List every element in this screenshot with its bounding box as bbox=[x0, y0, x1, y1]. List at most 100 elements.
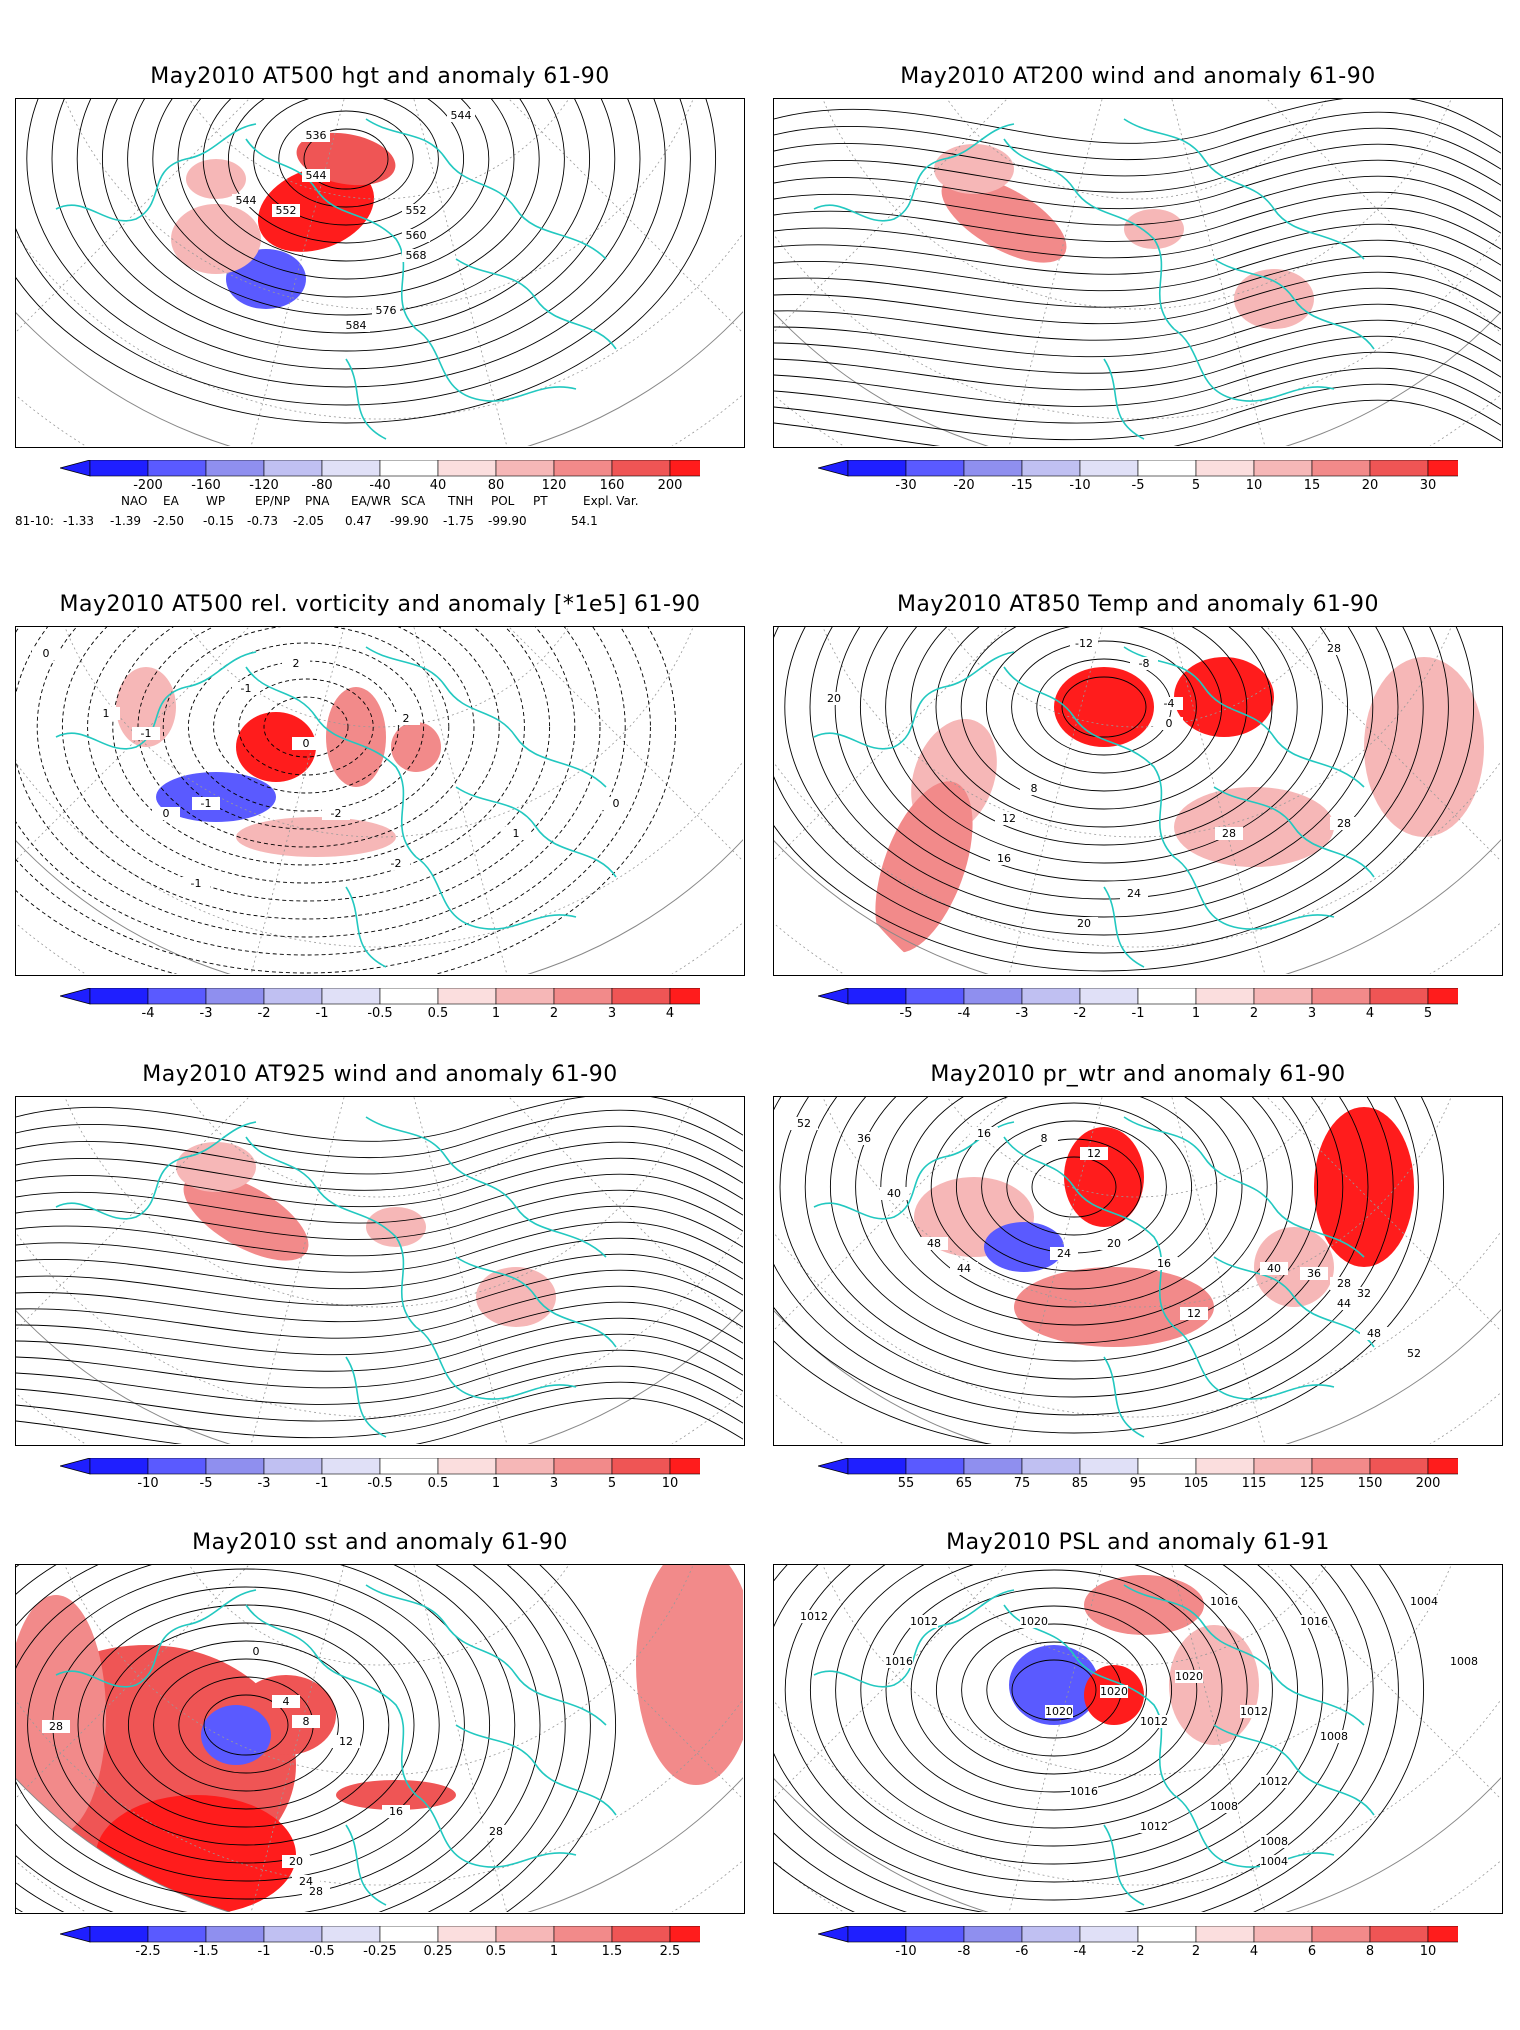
streamline bbox=[16, 1397, 743, 1444]
colorbar-tick-label: 5 bbox=[607, 1476, 617, 1491]
latitude-circle bbox=[16, 1698, 743, 1886]
colorbar-tick-label: 0.5 bbox=[485, 1944, 507, 1959]
coastline bbox=[813, 123, 1015, 222]
contour-line bbox=[1011, 640, 1197, 774]
colorbar-bin bbox=[963, 460, 1023, 477]
contour-label: 1004 bbox=[1410, 1595, 1438, 1608]
contour-label-bg bbox=[322, 807, 350, 820]
colorbar-bin bbox=[1195, 1926, 1255, 1943]
colorbar-bin bbox=[1079, 460, 1139, 477]
colorbar-bin bbox=[147, 988, 207, 1005]
index-value: -2.05 bbox=[293, 514, 325, 528]
colorbar-tick-label: 65 bbox=[955, 1476, 973, 1491]
colorbar-bin bbox=[1369, 1458, 1429, 1475]
contour-line bbox=[112, 627, 500, 866]
contour-label-bg bbox=[332, 1735, 360, 1748]
index-value: -0.73 bbox=[247, 514, 279, 528]
contour-label: 8 bbox=[1041, 1132, 1048, 1145]
colorbar-tick-label: -120 bbox=[249, 478, 279, 493]
contour-label: 20 bbox=[1077, 917, 1091, 930]
colorbar-bin bbox=[1311, 988, 1371, 1005]
contour-line bbox=[774, 1097, 1419, 1434]
contour-label: -2 bbox=[331, 807, 342, 820]
colorbar: -2.5 -1.5 -1 -0.5 -0.25 0.25 0.5 1 1.5 2.5 bbox=[60, 1926, 700, 1972]
contour-label: 0 bbox=[163, 807, 170, 820]
contour-label: 0 bbox=[613, 797, 620, 810]
colorbar-tick-label: 6 bbox=[1307, 1944, 1317, 1959]
colorbar-tick-label: -0.5 bbox=[367, 1476, 393, 1491]
colorbar-bin bbox=[1137, 988, 1197, 1005]
contour-label-bg bbox=[1175, 1670, 1203, 1683]
contour-line bbox=[16, 99, 716, 424]
colorbar-tick-label: -8 bbox=[957, 1944, 971, 1959]
anomaly-shade bbox=[984, 1222, 1064, 1272]
colorbar-tick-label: -10 bbox=[1069, 478, 1091, 493]
colorbar-tick-label: 115 bbox=[1241, 1476, 1267, 1491]
coastline bbox=[1213, 258, 1375, 350]
colorbar-tick-label: 80 bbox=[487, 478, 505, 493]
colorbar-bin bbox=[1137, 1458, 1197, 1475]
colorbar-tick-label: -160 bbox=[191, 478, 221, 493]
contour-line bbox=[16, 1565, 541, 1912]
coastline bbox=[365, 1116, 607, 1258]
streamline bbox=[774, 207, 1501, 259]
contour-line bbox=[804, 1097, 1344, 1380]
panel-wind200: May2010 AT200 wind and anomaly 61-90 -30… bbox=[773, 64, 1503, 564]
colorbar-tick-label: 0.5 bbox=[427, 1006, 449, 1021]
contour-label-bg bbox=[242, 1645, 270, 1658]
contour-label: 1012 bbox=[1240, 1705, 1268, 1718]
contour-label: 2 bbox=[403, 712, 410, 725]
colorbar-bin bbox=[669, 460, 700, 477]
colorbar-bin bbox=[321, 1458, 381, 1475]
contour-label: 1020 bbox=[1020, 1615, 1048, 1628]
contour-line bbox=[27, 1568, 465, 1882]
colorbar-bin bbox=[379, 460, 439, 477]
colorbar-tick-label: 3 bbox=[549, 1476, 559, 1491]
colorbar-tick-label: -10 bbox=[895, 1944, 917, 1959]
contour-label: 28 bbox=[49, 1720, 63, 1733]
latitude-circle bbox=[774, 232, 1501, 420]
contour-label-bg bbox=[1300, 1267, 1328, 1280]
colorbar-bin bbox=[553, 1926, 613, 1943]
colorbar-bin bbox=[963, 1458, 1023, 1475]
colorbar-tick-label: 4 bbox=[1249, 1944, 1259, 1959]
contour-line bbox=[238, 678, 374, 776]
anomaly-shade bbox=[366, 1207, 426, 1247]
latitude-circle bbox=[946, 99, 1328, 200]
coastline bbox=[415, 328, 577, 402]
colorbar-tick-label: -3 bbox=[257, 1476, 271, 1491]
latitude-circle bbox=[946, 627, 1328, 728]
contour-line bbox=[187, 642, 425, 812]
contour-label-bg bbox=[447, 109, 475, 122]
contour-line bbox=[830, 1097, 1318, 1362]
colorbar-bin bbox=[205, 1926, 265, 1943]
contour-label-bg bbox=[342, 319, 370, 332]
contour-label-bg bbox=[1260, 1775, 1288, 1788]
colorbar-bin bbox=[847, 460, 907, 477]
contour-label: 36 bbox=[1307, 1267, 1321, 1280]
colorbar: -200 -160 -120 -80 -40 40 80 120 160 200 bbox=[60, 460, 700, 506]
streamline bbox=[774, 175, 1501, 226]
colorbar-tick-label: 1 bbox=[1191, 1006, 1201, 1021]
contour-line bbox=[162, 627, 450, 830]
contour-label: 24 bbox=[1057, 1247, 1071, 1260]
colorbar-tick-label: 3 bbox=[1307, 1006, 1317, 1021]
coastline bbox=[1173, 856, 1335, 930]
map-area: 28 12 8 4 16 20 24 28 0 28 bbox=[15, 1564, 745, 1914]
contour-label-bg bbox=[950, 1262, 978, 1275]
colorbar-tick-label: -0.5 bbox=[309, 1944, 335, 1959]
coastline bbox=[813, 1589, 1015, 1688]
coastline bbox=[1173, 328, 1335, 402]
panel-title: May2010 AT500 rel. vorticity and anomaly… bbox=[59, 592, 701, 617]
contour-label-bg bbox=[1180, 1307, 1208, 1320]
contour-label: 48 bbox=[927, 1237, 941, 1250]
colorbar-bin bbox=[89, 988, 149, 1005]
colorbar: -4 -3 -2 -1 -0.5 0.5 1 2 3 4 bbox=[60, 988, 700, 1034]
anomaly-shade bbox=[336, 1780, 456, 1810]
contour-label: 544 bbox=[451, 109, 472, 122]
latitude-circle bbox=[188, 627, 570, 728]
contour-label: 28 bbox=[1337, 817, 1351, 830]
colorbar-bin bbox=[379, 1926, 439, 1943]
coastline bbox=[455, 1256, 617, 1348]
contour-label: 1008 bbox=[1260, 1835, 1288, 1848]
